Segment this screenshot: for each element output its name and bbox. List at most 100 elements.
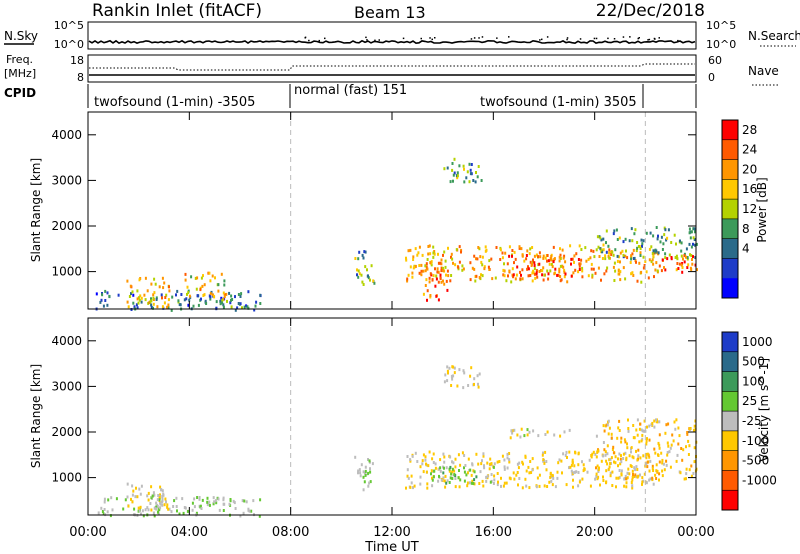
data-cell	[161, 503, 164, 507]
data-cell	[137, 506, 140, 510]
data-cell	[628, 472, 631, 476]
data-cell	[493, 474, 496, 478]
data-cell	[604, 450, 607, 454]
data-cell	[424, 269, 427, 273]
data-cell	[615, 476, 618, 480]
data-cell	[658, 433, 661, 437]
data-cell	[487, 265, 490, 269]
data-cell	[626, 442, 628, 446]
data-cell	[639, 456, 642, 460]
data-cell	[421, 462, 424, 466]
data-cell	[409, 459, 412, 463]
data-cell	[505, 279, 508, 283]
data-cell	[543, 273, 546, 277]
data-cell	[636, 418, 639, 422]
data-cell	[259, 293, 262, 297]
data-cell	[554, 485, 557, 489]
data-cell	[558, 270, 561, 274]
data-cell	[533, 272, 536, 276]
data-cell	[545, 460, 548, 463]
data-cell	[631, 252, 634, 256]
data-cell	[209, 279, 212, 283]
velocity-colorbar-tick-label: 1000	[742, 335, 773, 349]
data-cell	[162, 306, 165, 310]
data-cell	[690, 474, 693, 478]
data-cell	[429, 261, 432, 265]
data-cell	[665, 463, 668, 467]
data-cell	[449, 279, 452, 283]
data-cell	[503, 465, 506, 469]
data-cell	[131, 484, 134, 488]
data-cell	[186, 292, 188, 296]
data-cell	[559, 434, 562, 438]
data-cell	[156, 305, 159, 309]
data-cell	[594, 477, 597, 481]
data-cell	[655, 261, 658, 265]
data-cell	[470, 481, 473, 485]
data-cell	[222, 297, 225, 301]
data-cell	[622, 457, 625, 460]
noise-search-mark	[654, 38, 656, 40]
data-cell	[454, 477, 457, 480]
data-cell	[364, 265, 367, 269]
nave-tick-bottom: 0	[708, 71, 715, 84]
data-cell	[646, 437, 648, 441]
data-cell	[622, 253, 625, 257]
data-cell	[447, 246, 449, 250]
data-cell	[162, 286, 165, 290]
data-cell	[412, 486, 414, 490]
data-cell	[550, 262, 553, 266]
data-cell	[659, 240, 662, 244]
data-cell	[437, 252, 439, 256]
data-cell	[219, 299, 222, 303]
data-cell	[625, 481, 628, 485]
data-cell	[527, 267, 530, 271]
data-cell	[506, 456, 509, 460]
data-cell	[546, 254, 549, 257]
data-cell	[164, 296, 167, 299]
data-cell	[463, 454, 466, 457]
data-cell	[211, 274, 214, 278]
data-cell	[187, 303, 190, 307]
data-cell	[199, 288, 202, 292]
data-cell	[111, 508, 114, 512]
data-cell	[630, 450, 632, 454]
data-cell	[432, 251, 435, 255]
data-cell	[648, 438, 651, 442]
data-cell	[599, 247, 602, 251]
data-cell	[360, 463, 363, 467]
data-cell	[581, 477, 584, 481]
data-cell	[600, 248, 603, 252]
data-cell	[619, 278, 622, 282]
data-cell	[427, 252, 430, 256]
power-axes: 1000 2000 3000 4000	[51, 112, 697, 309]
data-cell	[635, 249, 638, 253]
data-cell	[445, 466, 448, 470]
data-cell	[583, 467, 586, 471]
data-cell	[513, 250, 516, 254]
data-cell	[661, 474, 664, 478]
data-cell	[582, 469, 585, 473]
data-cell	[644, 260, 647, 263]
data-cell	[587, 257, 590, 261]
data-cell	[451, 477, 454, 480]
data-cell	[658, 472, 661, 476]
data-cell	[605, 250, 608, 254]
data-cell	[157, 510, 159, 514]
data-cell	[544, 433, 547, 436]
data-cell	[206, 496, 209, 500]
data-cell	[638, 261, 641, 265]
data-cell	[614, 455, 617, 459]
nave-tick-top: 60	[708, 54, 722, 67]
data-cell	[135, 486, 137, 490]
data-cell	[176, 509, 178, 513]
data-cell	[624, 254, 627, 258]
data-cell	[473, 254, 476, 258]
data-cell	[667, 228, 670, 232]
data-cell	[476, 175, 479, 179]
power-colorbar-swatch	[722, 159, 738, 180]
data-cell	[491, 277, 494, 281]
data-cell	[503, 481, 506, 485]
noise-sky-trace	[88, 39, 696, 45]
data-cell	[106, 291, 109, 295]
